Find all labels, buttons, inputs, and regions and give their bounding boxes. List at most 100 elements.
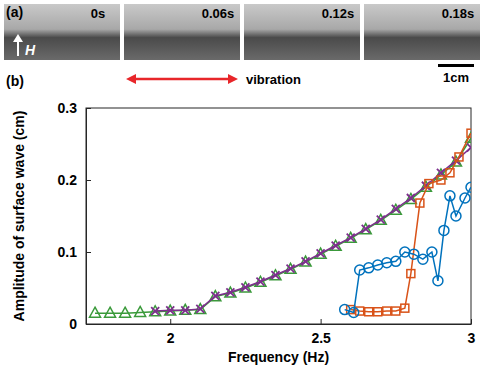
time-label: 0.12s <box>322 6 355 21</box>
data-point <box>455 153 463 161</box>
x-axis-line <box>87 324 472 325</box>
data-point <box>287 265 295 273</box>
data-point <box>315 248 326 258</box>
tick-label: 0.2 <box>58 172 78 188</box>
data-point <box>181 306 189 314</box>
data-point <box>135 306 146 316</box>
data-point <box>225 287 236 297</box>
y-axis: 0 0.1 0.2 0.3 <box>58 100 91 332</box>
photo <box>244 4 360 60</box>
tick: 0.2 <box>58 172 91 188</box>
data-point <box>362 225 370 233</box>
data-point <box>317 249 325 257</box>
data-point <box>240 282 251 292</box>
data-point <box>374 308 382 316</box>
data-point <box>196 305 204 313</box>
data-point <box>90 307 101 317</box>
photo <box>124 4 240 60</box>
data-point <box>460 193 470 203</box>
vibration-arrow <box>132 78 232 81</box>
figure: 0s0.06s0.12s0.18s(a)Hvibration1cm(b)22.5… <box>0 0 487 370</box>
plot-frame <box>86 108 471 324</box>
data-point <box>302 257 310 265</box>
h-label: H <box>25 42 36 58</box>
data-point <box>467 144 471 152</box>
data-point <box>270 270 281 280</box>
data-point <box>416 199 424 207</box>
tick-mark <box>86 108 91 109</box>
y-axis-title: Amplitude of surface wave (cm) <box>11 111 27 322</box>
data-point <box>433 276 443 286</box>
data-point <box>226 288 234 296</box>
data-point <box>332 242 340 250</box>
tick-mark <box>321 319 322 324</box>
data-point <box>345 232 356 242</box>
time-label: 0.06s <box>202 6 235 21</box>
data-point <box>211 292 219 300</box>
data-point <box>401 304 409 312</box>
data-point <box>446 169 454 177</box>
data-point <box>166 306 174 314</box>
data-point <box>330 240 341 250</box>
tick: 0.3 <box>58 100 91 116</box>
tick: 2 <box>167 319 175 346</box>
h-arrow <box>17 40 19 56</box>
data-point <box>151 307 159 315</box>
data-point <box>427 247 437 257</box>
x-axis: 22.53 <box>87 319 476 346</box>
series-line <box>155 148 471 311</box>
tick-label: 2 <box>167 330 175 346</box>
data-point <box>405 193 416 203</box>
data-point <box>437 176 445 184</box>
data-point <box>360 224 371 234</box>
tick-label: 0 <box>69 316 77 332</box>
tick-label: 3 <box>468 330 476 346</box>
data-point <box>451 211 461 221</box>
tick: 0.1 <box>58 244 91 260</box>
tick-mark <box>86 252 91 253</box>
data-point <box>467 129 471 137</box>
data-point <box>255 276 266 286</box>
data-point <box>347 234 355 242</box>
tick-mark <box>86 180 91 181</box>
time-label: 0s <box>91 6 105 21</box>
data-point <box>466 182 471 192</box>
series-line <box>95 138 471 313</box>
plot: 22.5300.10.20.3 <box>58 100 477 346</box>
tick-label: 0.1 <box>58 244 78 260</box>
tick-mark <box>170 319 171 324</box>
series-line <box>345 187 471 312</box>
tick: 0 <box>69 316 91 332</box>
data-point <box>391 256 401 266</box>
tick-mark <box>471 319 472 324</box>
data-point <box>418 254 428 264</box>
scale-label: 1cm <box>443 70 469 85</box>
data-point <box>285 263 296 273</box>
tick-label: 2.5 <box>311 330 331 346</box>
tick: 2.5 <box>311 319 331 346</box>
h-arrow-head <box>13 34 23 42</box>
data-point <box>407 270 415 278</box>
data-point <box>271 271 279 279</box>
time-label: 0.18s <box>442 6 475 21</box>
data-point <box>256 278 264 286</box>
data-point <box>390 204 401 214</box>
photo <box>4 4 120 60</box>
panel-letter: (b) <box>6 73 24 89</box>
data-point <box>241 283 249 291</box>
data-point <box>392 205 400 213</box>
vibration-arrow-head <box>126 74 136 84</box>
data-point <box>349 307 359 317</box>
data-point <box>105 307 116 317</box>
data-point <box>383 307 391 315</box>
panel-letter: (a) <box>6 4 23 20</box>
data-point <box>407 194 415 202</box>
data-point <box>445 191 455 201</box>
data-point <box>439 225 449 235</box>
data-point <box>425 180 433 188</box>
data-point <box>377 216 385 224</box>
tick: 3 <box>468 319 476 346</box>
scale-bar <box>438 64 474 67</box>
vibration-arrow-head <box>228 74 238 84</box>
vibration-label: vibration <box>246 72 301 87</box>
